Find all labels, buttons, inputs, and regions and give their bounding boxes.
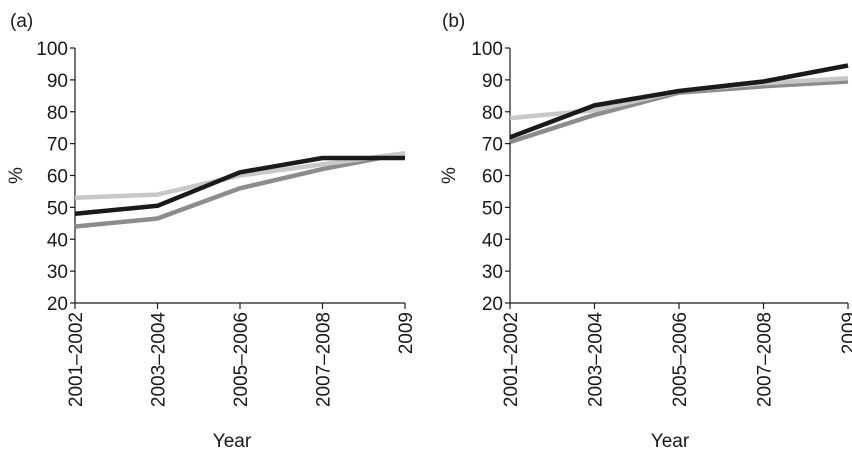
y-tick-label: 30 <box>482 262 503 283</box>
y-tick-label: 100 <box>471 39 503 60</box>
series-line-1 <box>74 155 405 217</box>
x-tick-label: 2009 <box>396 312 417 354</box>
y-tick-label: 90 <box>482 71 503 92</box>
y-tick-label: 70 <box>47 135 68 156</box>
y-tick-label: 20 <box>47 294 68 315</box>
x-tick-label: 2007–2008 <box>755 312 776 407</box>
y-axis-title: % <box>6 167 27 184</box>
y-tick-label: 20 <box>482 294 503 315</box>
y-tick-label: 100 <box>36 39 68 60</box>
y-tick-label: 90 <box>47 71 68 92</box>
y-tick-label: 40 <box>482 230 503 251</box>
y-tick-label: 30 <box>47 262 68 283</box>
x-tick-label: 2009 <box>839 312 852 354</box>
x-tick-label: 2007–2008 <box>314 312 335 407</box>
y-tick-label: 60 <box>482 167 503 188</box>
x-axis-title: Year <box>651 431 690 452</box>
y-tick-label: 80 <box>482 103 503 124</box>
x-tick-label: 2001–2002 <box>501 312 522 407</box>
series-line-3 <box>74 150 406 229</box>
panel-label: (b) <box>442 11 465 32</box>
y-tick-label: 50 <box>482 198 503 219</box>
y-axis-title: % <box>439 167 460 184</box>
x-tick-label: 2003–2004 <box>586 312 607 408</box>
y-tick-label: 40 <box>47 230 68 251</box>
panel-label: (a) <box>10 11 33 32</box>
chart-panel-b: (b) 20 30 40 50 60 70 80 90 100 2001–2002 2003–2004… <box>439 11 852 452</box>
y-tick-label: 80 <box>47 103 68 124</box>
series-line-1 <box>509 63 849 140</box>
y-tick-label: 50 <box>47 198 68 219</box>
x-axis-title: Year <box>213 431 252 452</box>
x-tick-label: 2003–2004 <box>149 312 170 408</box>
y-tick-label: 70 <box>482 135 503 156</box>
series-line-2 <box>74 150 406 201</box>
x-tick-label: 2001–2002 <box>66 312 87 407</box>
chart-panel-a: (a) 20 30 40 50 60 70 80 90 100 2001–2002 2003–2004… <box>6 11 417 452</box>
x-tick-label: 2005–2006 <box>231 312 252 407</box>
x-tick-label: 2005–2006 <box>670 312 691 407</box>
y-tick-label: 60 <box>47 167 68 188</box>
